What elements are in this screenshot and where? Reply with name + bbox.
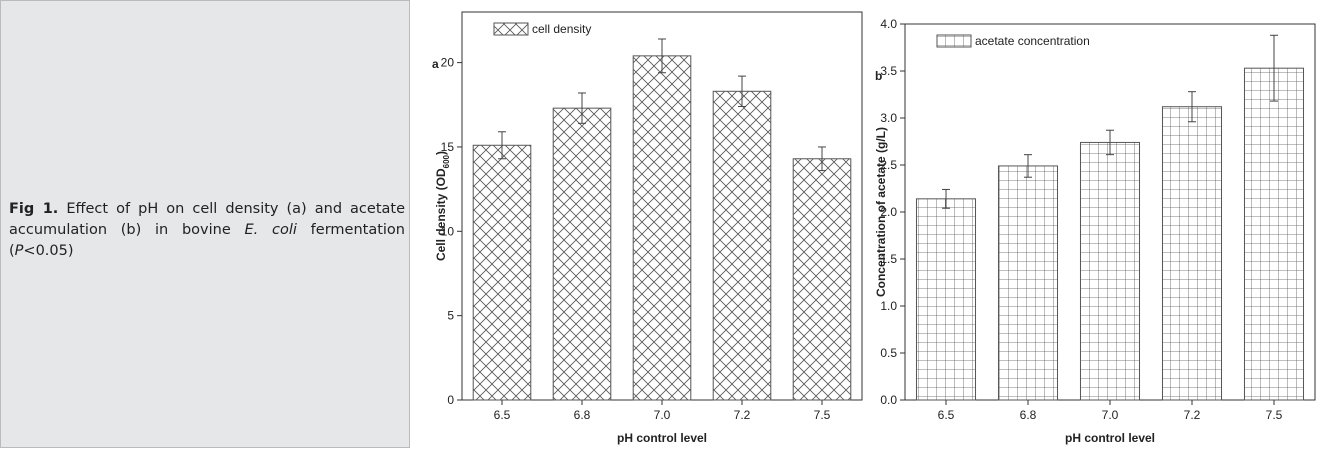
- x-tick-label: 6.5: [494, 408, 511, 422]
- y-axis-title-text: Concentration of acetate (g/L): [874, 127, 888, 297]
- caption-text: E. coli: [244, 222, 297, 238]
- caption-text: P: [14, 243, 24, 259]
- y-tick-label: 3.5: [880, 64, 897, 78]
- panel-label: b: [875, 69, 882, 83]
- legend-swatch: [493, 22, 529, 36]
- caption-text: fermentation (: [9, 222, 405, 259]
- caption-text: Effect of pH on cell density (a) and ace…: [9, 201, 406, 238]
- bar: [1161, 106, 1223, 401]
- x-tick-label: 7.5: [814, 408, 831, 422]
- y-tick-label: 15: [441, 140, 455, 154]
- error-bar: [1024, 154, 1032, 178]
- error-bar: [498, 131, 506, 160]
- bar: [712, 90, 772, 401]
- bar: [472, 144, 532, 401]
- error-bar: [578, 92, 586, 124]
- legend-label: cell density: [532, 22, 591, 36]
- y-tick-label: 0: [447, 393, 454, 407]
- y-axis-title-text: Cell density (OD: [434, 168, 448, 261]
- x-tick-label: 7.2: [1184, 408, 1201, 422]
- y-axis-title: Concentration of acetate (g/L): [874, 127, 888, 297]
- x-tick-label: 7.2: [734, 408, 751, 422]
- caption-text: <0.05): [23, 243, 74, 259]
- error-bar: [738, 75, 746, 107]
- panel-label: a: [432, 57, 439, 71]
- bar: [792, 158, 852, 401]
- y-axis-title-text: ): [434, 151, 448, 155]
- y-tick-label: 0.5: [880, 346, 897, 360]
- error-bar: [942, 188, 950, 209]
- y-tick-label: 20: [441, 56, 455, 70]
- y-tick-label: 1.5: [880, 252, 897, 266]
- bar: [552, 107, 612, 401]
- error-bar: [658, 38, 666, 74]
- caption-label: Fig 1.: [9, 201, 59, 217]
- error-bar: [818, 146, 826, 172]
- x-tick-label: 7.5: [1266, 408, 1283, 422]
- x-tick-label: 7.0: [654, 408, 671, 422]
- bar: [1079, 141, 1141, 401]
- bar: [632, 55, 692, 401]
- y-axis-title: Cell density (OD600): [434, 151, 451, 261]
- caption-box: Fig 1. Effect of pH on cell density (a) …: [0, 0, 410, 448]
- x-axis-title: pH control level: [1065, 431, 1155, 445]
- y-tick-label: 5: [447, 309, 454, 323]
- x-tick-label: 7.0: [1102, 408, 1119, 422]
- y-tick-label: 1.0: [880, 299, 897, 313]
- legend-label: acetate concentration: [975, 34, 1090, 48]
- x-tick-label: 6.8: [574, 408, 591, 422]
- caption: Fig 1. Effect of pH on cell density (a) …: [9, 199, 405, 262]
- y-tick-label: 10: [441, 224, 455, 238]
- bar: [1243, 67, 1305, 401]
- y-axis-title-sub: 600: [442, 154, 451, 168]
- y-tick-label: 4.0: [880, 17, 897, 31]
- y-tick-label: 2.5: [880, 158, 897, 172]
- error-bar: [1270, 34, 1278, 102]
- y-tick-label: 2.0: [880, 205, 897, 219]
- x-axis-title: pH control level: [617, 431, 707, 445]
- legend-swatch: [936, 34, 972, 48]
- y-tick-label: 0.0: [880, 393, 897, 407]
- bar: [997, 165, 1059, 401]
- y-tick-label: 3.0: [880, 111, 897, 125]
- x-tick-label: 6.5: [938, 408, 955, 422]
- bar: [915, 198, 977, 401]
- error-bar: [1188, 91, 1196, 123]
- x-tick-label: 6.8: [1020, 408, 1037, 422]
- error-bar: [1106, 129, 1114, 156]
